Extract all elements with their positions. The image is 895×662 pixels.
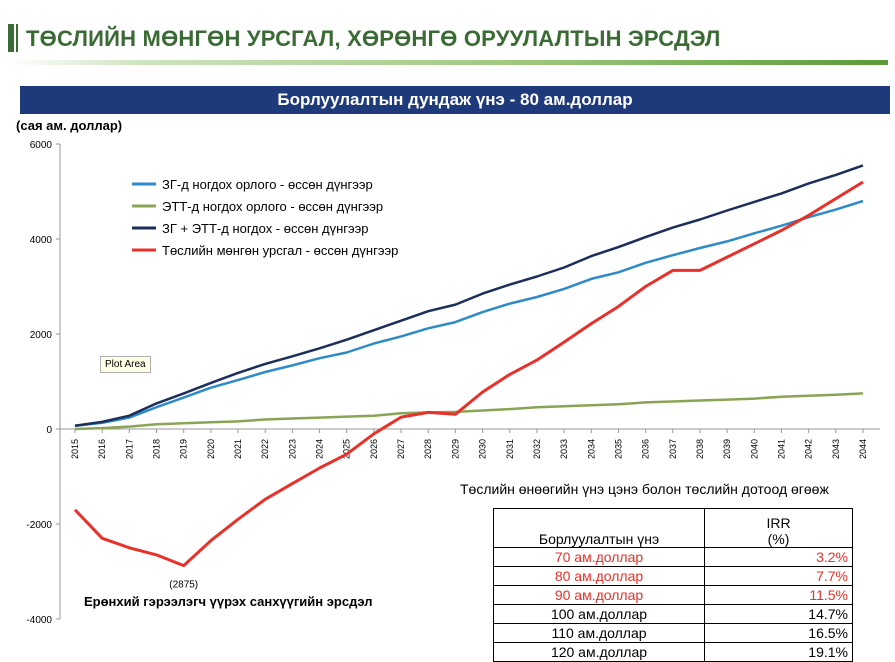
irr-row-value: 7.7% [704, 566, 853, 586]
irr-table-title: Төслийн өнөөгийн үнэ цэнэ болон төслийн … [460, 481, 829, 497]
y-tick-label: -4000 [26, 615, 52, 626]
title-accent-bar-thin [16, 24, 18, 52]
x-tick-label: 2018 [152, 439, 162, 459]
x-tick-label: 2015 [70, 439, 80, 459]
y-tick-label: 0 [46, 425, 52, 436]
plot-area-tooltip: Plot Area [100, 356, 151, 373]
irr-table-row: 100 ам.доллар 14.7% [493, 604, 853, 624]
x-tick-labels: 2015 2016 2017 2018 2019 2020 2021 2022 2023 2024… [70, 429, 868, 459]
legend-label: ЗГ-д ногдох орлого - өссөн дүнгээр [162, 177, 373, 192]
x-tick-label: 2038 [695, 439, 705, 459]
x-tick-label: 2021 [233, 439, 243, 459]
series-lines [73, 164, 864, 568]
irr-row-price: 80 ам.доллар [493, 566, 705, 586]
irr-table-row: 110 ам.доллар 16.5% [493, 623, 853, 643]
title-underline [8, 60, 888, 65]
series-line-3 [74, 164, 864, 427]
irr-header-price: Борлуулалтын үнэ [493, 508, 705, 548]
x-tick-label: 2031 [505, 439, 515, 459]
y-tick-labels: 6000 4000 2000 0 -2000 -4000 [26, 140, 60, 626]
x-tick-label: 2030 [478, 439, 488, 459]
irr-row-value: 19.1% [704, 642, 853, 662]
irr-table: Борлуулалтын үнэ IRR (%) 70 ам.доллар 3.2… [493, 508, 853, 662]
y-tick-label: 2000 [30, 330, 53, 341]
x-tick-label: 2033 [559, 439, 569, 459]
series-line-1 [74, 199, 864, 427]
x-tick-label: 2017 [124, 439, 134, 459]
slide-title: ТӨСЛИЙН МӨНГӨН УРСГАЛ, ХӨРӨНГӨ ОРУУЛАЛТЫ… [26, 26, 721, 51]
series-line-4 [73, 180, 864, 568]
x-tick-label: 2034 [586, 439, 596, 459]
irr-header-irr-line1: IRR [766, 515, 791, 531]
x-tick-label: 2020 [206, 439, 216, 459]
irr-row-value: 11.5% [704, 585, 853, 605]
x-tick-label: 2039 [722, 439, 732, 459]
irr-header-irr: IRR (%) [704, 508, 853, 548]
title-accent-bar [8, 24, 14, 52]
series-line-2 [74, 392, 864, 431]
irr-table-row: 90 ам.доллар 11.5% [493, 585, 853, 605]
legend-label: ЭТТ-д ногдох орлого - өссөн дүнгээр [162, 199, 383, 214]
irr-row-value: 14.7% [704, 604, 853, 624]
irr-header-irr-line2: (%) [767, 531, 790, 547]
irr-table-row: 80 ам.доллар 7.7% [493, 566, 853, 586]
x-tick-label: 2028 [423, 439, 433, 459]
chart-legend: ЗГ-д ногдох орлого - өссөн дүнгээр ЭТТ-д … [132, 177, 398, 258]
irr-table-row: 70 ам.доллар 3.2% [493, 547, 853, 567]
y-axis-units: (сая ам. доллар) [16, 118, 123, 133]
slide-header: ТӨСЛИЙН МӨНГӨН УРСГАЛ, ХӨРӨНГӨ ОРУУЛАЛТЫ… [8, 20, 888, 65]
y-tick-label: 4000 [30, 235, 53, 246]
irr-row-price: 100 ам.доллар [493, 604, 705, 624]
annotation-min-value: (2875) [169, 580, 198, 591]
irr-row-price: 110 ам.доллар [493, 623, 705, 643]
risk-caption: Ерөнхий гэрээлэгч үүрэх санхүүгийн эрсдэ… [84, 594, 373, 609]
legend-label: ЗГ + ЭТТ-д ногдох - өссөн дүнгээр [162, 221, 369, 236]
x-tick-label: 2035 [613, 439, 623, 459]
x-tick-label: 2043 [831, 439, 841, 459]
irr-row-price: 90 ам.доллар [493, 585, 705, 605]
x-tick-label: 2041 [776, 439, 786, 459]
x-tick-label: 2027 [396, 439, 406, 459]
x-tick-label: 2044 [858, 439, 868, 459]
y-tick-label: 6000 [30, 140, 53, 151]
irr-row-value: 3.2% [704, 547, 853, 567]
chart-annotations: (2875) [169, 580, 198, 591]
irr-row-value: 16.5% [704, 623, 853, 643]
y-tick-label: -2000 [26, 520, 52, 531]
x-tick-label: 2023 [287, 439, 297, 459]
x-tick-label: 2024 [315, 439, 325, 459]
irr-row-price: 70 ам.доллар [493, 547, 705, 567]
x-tick-label: 2022 [260, 439, 270, 459]
x-tick-label: 2032 [532, 439, 542, 459]
x-tick-label: 2040 [749, 439, 759, 459]
x-tick-label: 2025 [342, 439, 352, 459]
x-tick-label: 2036 [641, 439, 651, 459]
x-tick-label: 2026 [369, 439, 379, 459]
irr-table-header-row: Борлуулалтын үнэ IRR (%) [493, 508, 853, 548]
x-tick-label: 2037 [668, 439, 678, 459]
irr-row-price: 120 ам.доллар [493, 642, 705, 662]
x-tick-label: 2019 [179, 439, 189, 459]
x-tick-label: 2029 [450, 439, 460, 459]
legend-label: Төслийн мөнгөн урсгал - өссөн дүнгээр [162, 243, 398, 258]
x-tick-label: 2016 [97, 439, 107, 459]
x-tick-label: 2042 [804, 439, 814, 459]
irr-table-row: 120 ам.доллар 19.1% [493, 642, 853, 662]
chart-banner: Борлуулалтын дундаж үнэ - 80 ам.доллар [20, 86, 890, 114]
chart-axes [59, 144, 880, 619]
